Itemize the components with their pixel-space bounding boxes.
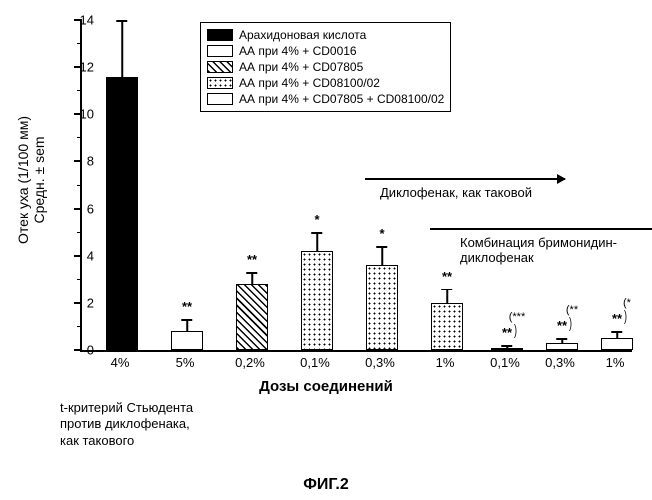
y-axis-label-line1: Отек уха (1/100 мм) (15, 116, 31, 244)
significance-vs-diclofenac: (* (605, 297, 649, 309)
legend: Арахидоновая кислота АА при 4% + CD0016 АА… (200, 22, 451, 112)
significance-marker: ** (422, 269, 472, 284)
legend-item: АА при 4% + CD08100/02 (207, 75, 444, 91)
bar: * (301, 251, 333, 350)
significance-marker: ** (162, 299, 212, 314)
y-axis-label: Отек уха (1/100 мм) Средн. ± sem (15, 116, 47, 244)
legend-item: АА при 4% + CD0016 (207, 43, 444, 59)
legend-item: АА при 4% + CD07805 (207, 59, 444, 75)
y-tick-label: 4 (87, 248, 94, 263)
x-tick-label: 5% (176, 355, 195, 370)
bar: ** (491, 348, 523, 350)
significance-marker: ** (592, 311, 642, 326)
bar: ** (171, 331, 203, 350)
legend-item: Арахидоновая кислота (207, 27, 444, 43)
x-tick-label: 0,1% (300, 355, 330, 370)
legend-label: Арахидоновая кислота (239, 28, 366, 42)
y-tick-label: 6 (87, 201, 94, 216)
annotation-text: Диклофенак, как таковой (380, 185, 532, 200)
y-tick-label: 2 (87, 295, 94, 310)
annotation-arrow (430, 228, 652, 230)
bar: * (366, 265, 398, 350)
significance-marker: ** (537, 318, 587, 333)
x-tick-label: 0,3% (545, 355, 575, 370)
bar (106, 77, 138, 350)
x-tick-label: 0,3% (365, 355, 395, 370)
y-tick-label: 0 (87, 343, 94, 358)
significance-marker: ** (482, 325, 532, 340)
legend-item: АА при 4% + CD07805 + CD08100/02 (207, 91, 444, 107)
x-tick-label: 0,2% (235, 355, 265, 370)
significance-vs-diclofenac: (** (550, 304, 594, 316)
footnote: t-критерий Стьюдентапротив диклофенака,к… (60, 400, 193, 449)
legend-label: АА при 4% + CD07805 (239, 60, 363, 74)
x-tick-label: 1% (606, 355, 625, 370)
y-axis-label-line2: Средн. ± sem (31, 116, 47, 244)
y-tick-label: 14 (80, 13, 94, 28)
bar: ** (236, 284, 268, 350)
x-tick-label: 0,1% (490, 355, 520, 370)
annotation-arrow (365, 178, 565, 180)
x-axis-label: Дозы соединений (0, 378, 652, 395)
legend-label: АА при 4% + CD0016 (239, 44, 357, 58)
significance-marker: * (292, 212, 342, 227)
y-tick-label: 10 (80, 107, 94, 122)
legend-label: АА при 4% + CD07805 + CD08100/02 (239, 92, 444, 106)
bar: ** (546, 343, 578, 350)
legend-label: АА при 4% + CD08100/02 (239, 76, 380, 90)
bar: ** (431, 303, 463, 350)
significance-vs-diclofenac: (*** (495, 311, 539, 323)
significance-marker: ** (227, 252, 277, 267)
y-tick-label: 12 (80, 60, 94, 75)
bar: ** (601, 338, 633, 350)
significance-marker: * (357, 226, 407, 241)
x-tick-label: 1% (436, 355, 455, 370)
figure-label: ФИГ.2 (0, 476, 652, 494)
y-tick-label: 8 (87, 154, 94, 169)
annotation-text: Комбинация бримонидин-диклофенак (460, 235, 652, 265)
x-tick-label: 4% (111, 355, 130, 370)
